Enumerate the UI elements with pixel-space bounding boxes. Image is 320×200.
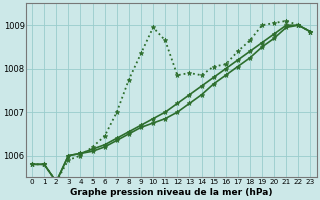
X-axis label: Graphe pression niveau de la mer (hPa): Graphe pression niveau de la mer (hPa)	[70, 188, 273, 197]
